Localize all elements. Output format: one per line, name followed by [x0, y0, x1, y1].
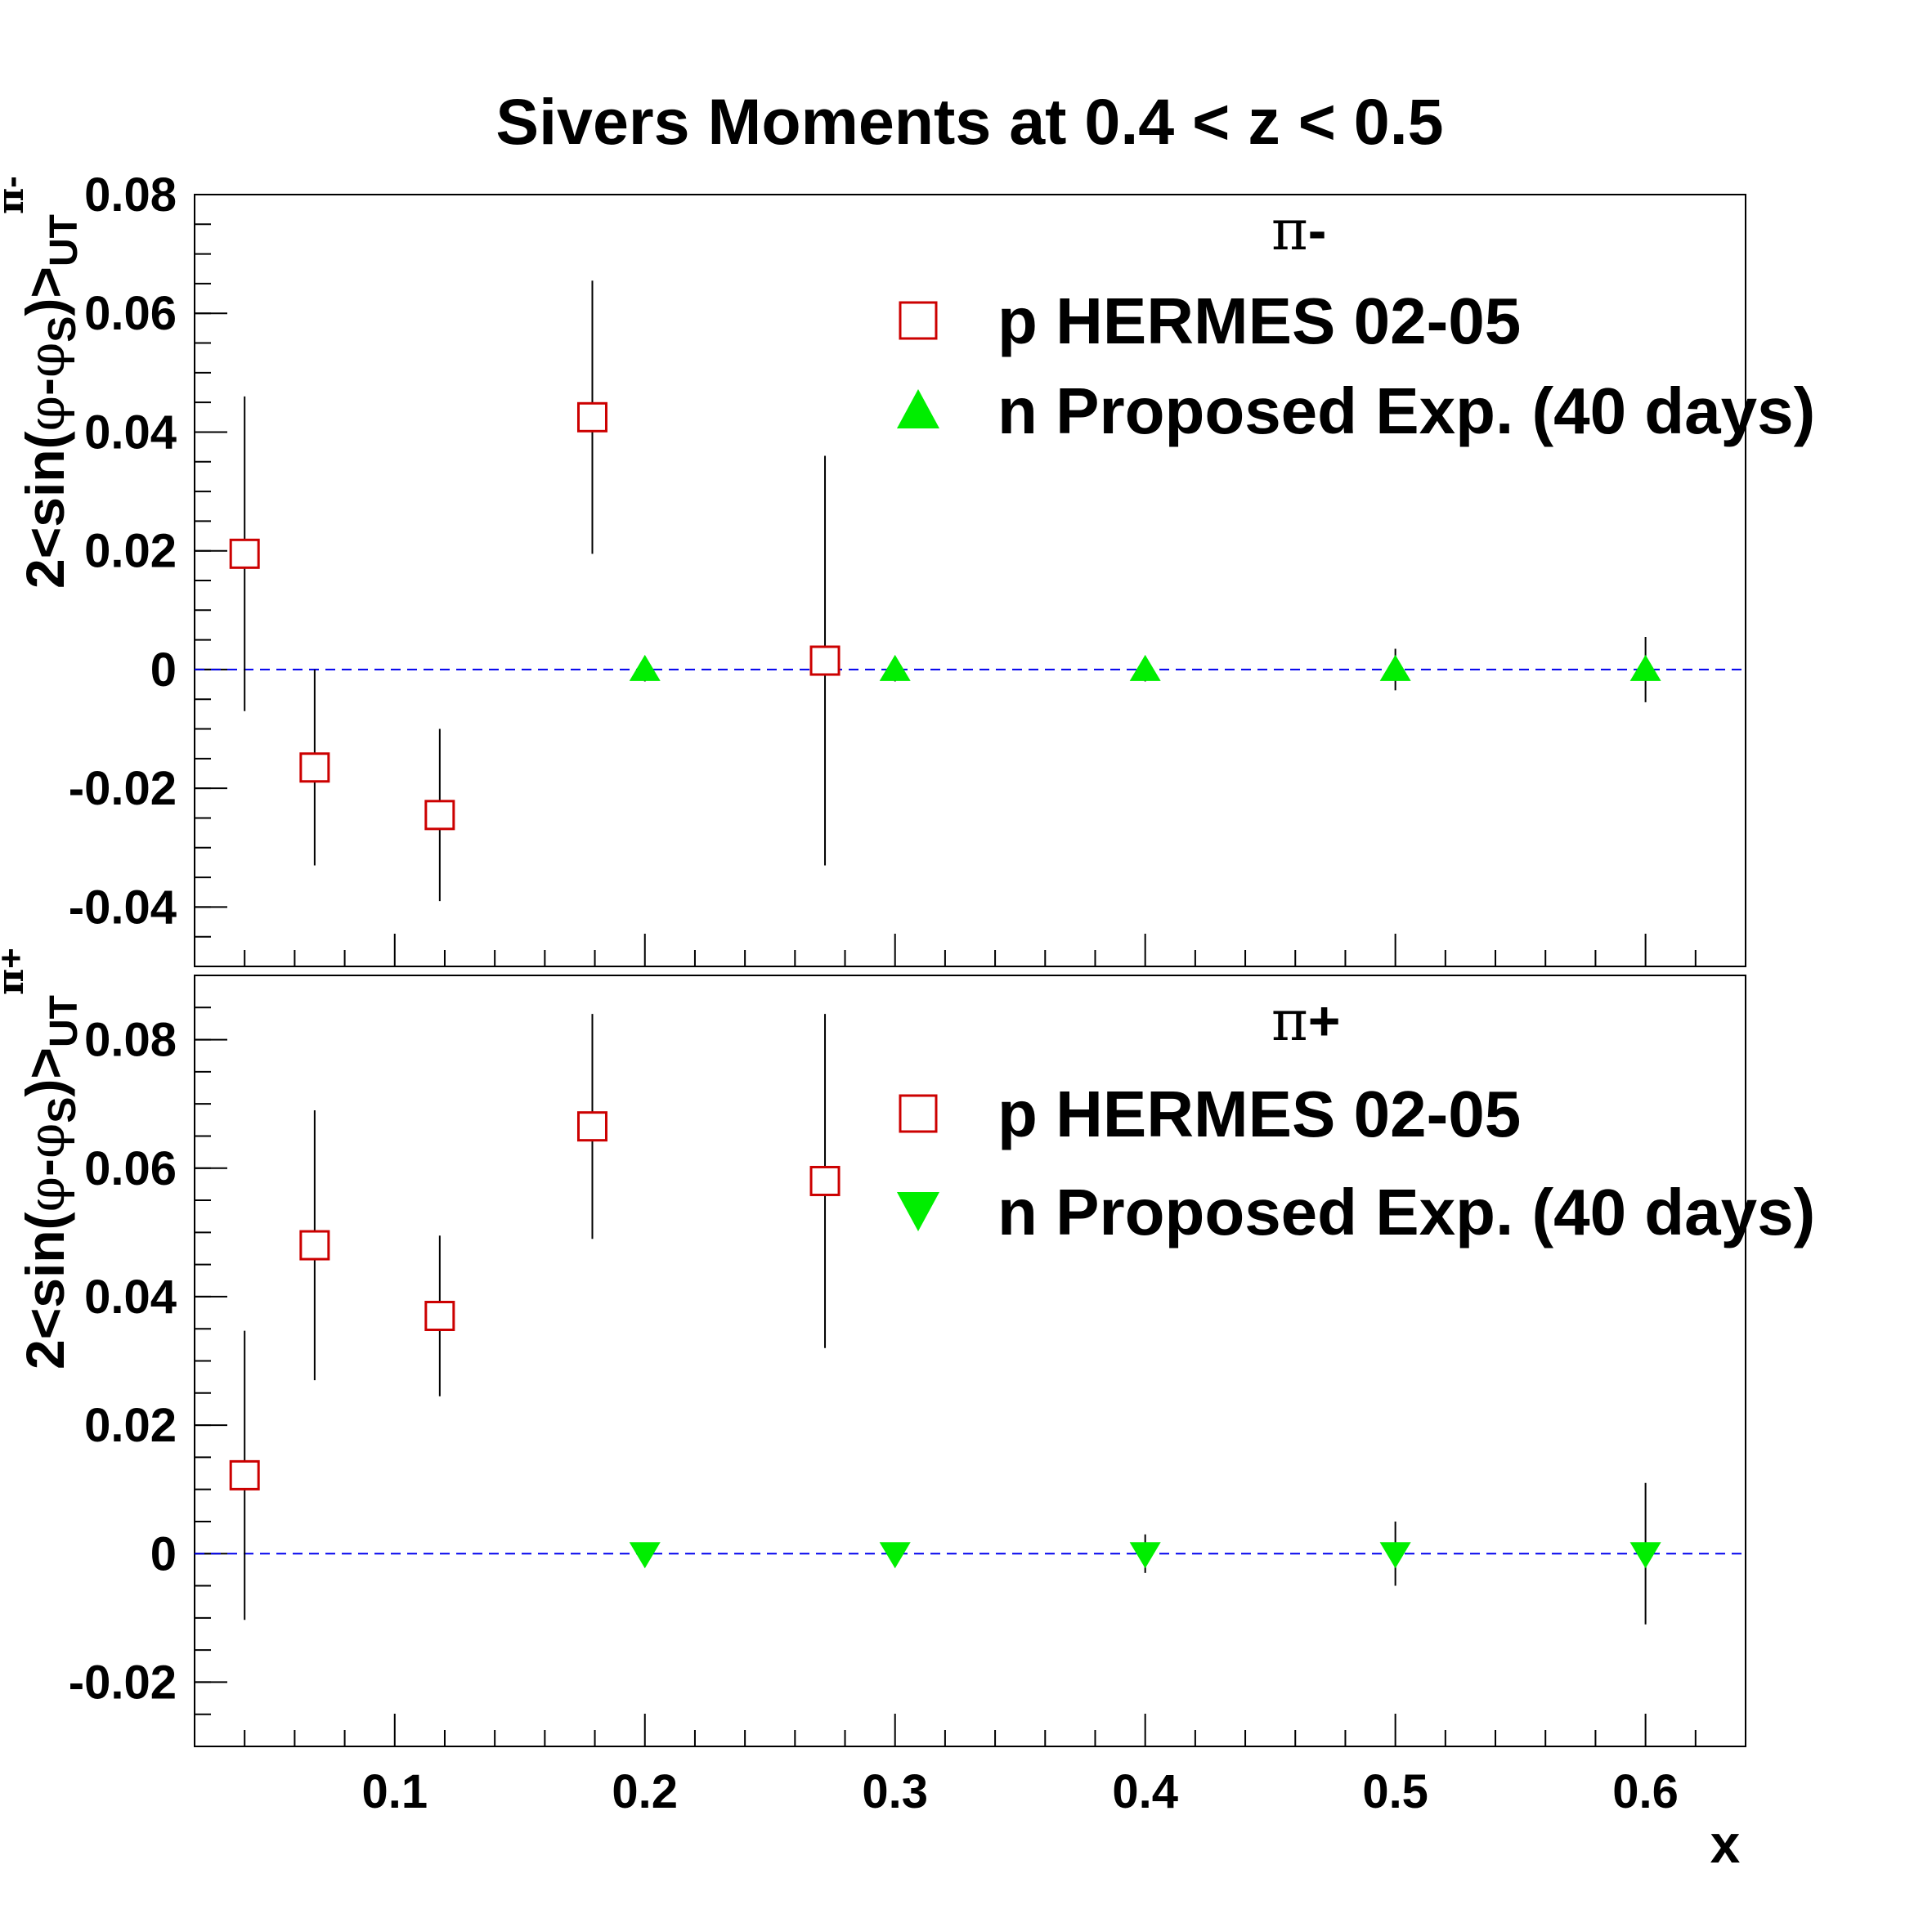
data-point-proposed — [1629, 654, 1661, 681]
data-point-proposed — [1629, 1542, 1661, 1569]
panel-label: π- — [1271, 199, 1326, 263]
data-point-hermes — [809, 1165, 840, 1196]
panel-label-sign: - — [1308, 199, 1327, 262]
data-point-proposed — [1379, 1542, 1411, 1569]
y-tick-label: 0.08 — [84, 1014, 177, 1067]
legend-marker-triangle-down — [897, 1192, 939, 1231]
y-tick-label: 0 — [150, 1527, 177, 1580]
panel-pi-plus: -0.02 0 0.02 0.04 0.06 0.08 0.1 0.2 0.3 0.4 0.5 0.6… — [0, 948, 1815, 1874]
panel-label-greek: π — [1271, 989, 1308, 1054]
legend-label: n Proposed Exp. (40 days) — [997, 1176, 1815, 1248]
data-point-proposed — [1379, 654, 1411, 681]
y-tick-label: 0.04 — [84, 1271, 177, 1324]
y-axis-label: 2<sin(φ-φS)>UTπ+ — [0, 948, 86, 1369]
y-axis-label: 2<sin(φ-φS)>UTπ- — [0, 176, 86, 589]
y-axis-label-part: π — [0, 188, 32, 214]
y-axis-label-part: - — [0, 176, 31, 188]
y-tick-label: -0.02 — [69, 1656, 177, 1709]
y-tick-label: -0.02 — [69, 762, 177, 815]
y-axis-label-part: 2<sin( — [15, 1212, 75, 1369]
y-axis-label-part: φ — [16, 343, 76, 378]
y-tick-label: 0.02 — [84, 1399, 177, 1452]
y-axis-label-part: π — [0, 969, 32, 995]
x-tick-label: 0.3 — [862, 1765, 928, 1818]
y-axis-label-part: S — [41, 316, 84, 343]
data-point-hermes — [299, 752, 330, 783]
y-axis-label-part: + — [0, 948, 31, 969]
panel-label: π+ — [1271, 989, 1340, 1054]
y-axis-label-part: φ — [16, 396, 76, 431]
y-axis-label-part: )> — [15, 1047, 75, 1097]
y-axis-label-part: UT — [43, 995, 86, 1047]
y-tick-label: 0 — [150, 643, 177, 697]
data-point-proposed — [629, 654, 661, 681]
x-tick-label: 0.5 — [1362, 1765, 1428, 1818]
data-point-proposed — [1129, 1542, 1161, 1569]
chart-title: Sivers Moments at 0.4 < z < 0.5 — [495, 85, 1443, 158]
y-tick-label: 0.06 — [84, 287, 177, 340]
y-tick-label: 0.02 — [84, 525, 177, 578]
x-tick-label: 0.1 — [361, 1765, 428, 1818]
data-point-hermes — [576, 401, 607, 433]
y-axis-label-part: S — [41, 1097, 84, 1123]
y-axis-label-part: - — [15, 378, 75, 396]
y-axis-label-part: φ — [16, 1123, 76, 1159]
x-tick-label: 0.2 — [612, 1765, 678, 1818]
legend-marker-square — [899, 301, 938, 340]
legend-marker-triangle-up — [897, 389, 939, 428]
data-point-hermes — [424, 800, 455, 831]
data-point-hermes — [424, 1300, 455, 1331]
x-tick-label: 0.4 — [1112, 1765, 1178, 1818]
data-point-proposed — [1129, 654, 1161, 681]
data-point-proposed — [879, 1542, 911, 1569]
legend-label: p HERMES 02-05 — [997, 285, 1521, 357]
panel-label-greek: π — [1271, 199, 1308, 263]
y-tick-label: 0.04 — [84, 406, 177, 459]
data-point-hermes — [229, 538, 260, 569]
y-axis-label-part: 2<sin( — [15, 431, 75, 589]
data-point-hermes — [299, 1230, 330, 1261]
y-axis-label-part: UT — [43, 214, 86, 267]
y-axis-label-part: - — [15, 1159, 75, 1177]
data-point-proposed — [629, 1542, 661, 1569]
legend-label: n Proposed Exp. (40 days) — [997, 374, 1815, 447]
y-tick-label: 0.08 — [84, 168, 177, 222]
y-tick-label: 0.06 — [84, 1142, 177, 1195]
legend-label: p HERMES 02-05 — [997, 1078, 1521, 1150]
data-point-hermes — [576, 1111, 607, 1142]
data-point-hermes — [809, 645, 840, 676]
data-point-hermes — [229, 1459, 260, 1490]
y-axis-label-part: φ — [16, 1177, 76, 1212]
panel-label-sign: + — [1308, 990, 1341, 1052]
x-tick-label: 0.6 — [1612, 1765, 1679, 1818]
legend-marker-square — [899, 1094, 938, 1133]
y-tick-label: -0.04 — [69, 881, 177, 934]
y-axis-label-part: )> — [15, 267, 75, 316]
data-point-proposed — [879, 654, 911, 681]
x-axis-label: x — [1710, 1813, 1741, 1874]
